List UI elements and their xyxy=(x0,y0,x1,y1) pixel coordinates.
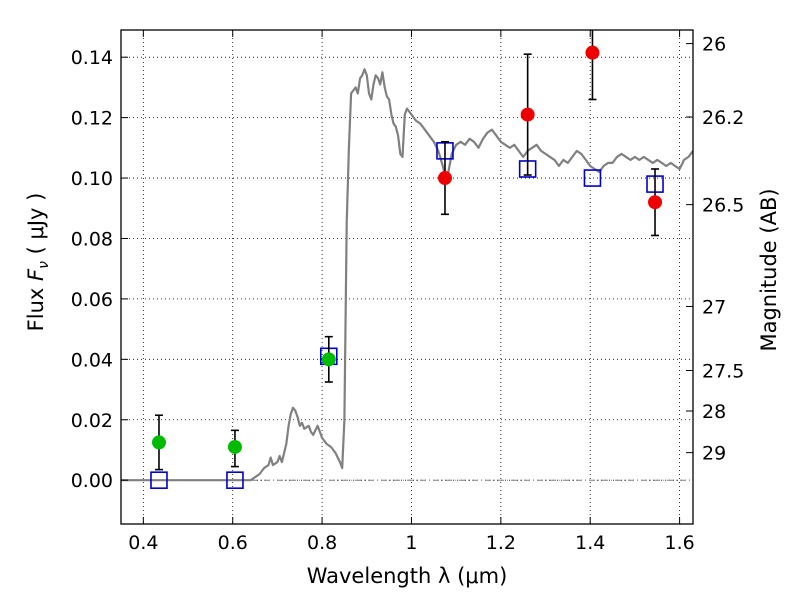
x-tick-label: 1.4 xyxy=(575,532,605,554)
tick-labels: 0.4 0.6 0.8 1 1.2 1.4 1.6 0.00 0.02 0.04 0.06 0.08 0… xyxy=(71,34,745,554)
y-axis-title-symbol: F xyxy=(24,268,48,281)
plot-background xyxy=(121,30,693,524)
y-tick-label: 0.06 xyxy=(71,289,113,311)
y-tick-label: 0.14 xyxy=(71,47,113,69)
y-axis-title-unit: ( μJy ) xyxy=(24,193,48,261)
red-data-point xyxy=(520,107,535,122)
y-axis-title: Flux Fν ( μJy ) xyxy=(24,193,52,332)
y-tick-label: 0.04 xyxy=(71,349,113,371)
red-data-point xyxy=(648,195,663,210)
x-tick-label: 0.8 xyxy=(307,532,337,554)
x-tick-label: 0.6 xyxy=(218,532,248,554)
model-photometry-square xyxy=(150,471,168,489)
y2-tick-label: 26.2 xyxy=(702,107,744,129)
y2-tick-label: 29 xyxy=(702,443,726,465)
y2-tick-label: 28 xyxy=(702,401,726,423)
plot-area xyxy=(121,30,693,489)
green-data-point xyxy=(227,439,242,454)
y-tick-label: 0.12 xyxy=(71,108,113,130)
y2-tick-label: 27 xyxy=(702,296,726,318)
y-tick-label: 0.00 xyxy=(71,470,113,492)
x-tick-label: 1 xyxy=(405,532,417,554)
y2-tick-label: 27.5 xyxy=(702,361,744,383)
y2-tick-label: 26.5 xyxy=(702,195,744,217)
red-data-point xyxy=(585,45,600,60)
x-tick-label: 1.6 xyxy=(664,532,694,554)
y-tick-label: 0.10 xyxy=(71,168,113,190)
y-tick-label: 0.02 xyxy=(71,410,113,432)
green-data-point xyxy=(151,435,166,450)
y-axis-title-subscript: ν xyxy=(36,261,52,269)
y2-tick-label: 26 xyxy=(702,34,726,56)
y-tick-label: 0.08 xyxy=(71,228,113,250)
x-tick-label: 1.2 xyxy=(486,532,516,554)
green-data-point xyxy=(321,352,336,367)
model-photometry-square xyxy=(226,471,244,489)
plot-frame xyxy=(120,29,694,525)
y-axis-title-flux: Flux xyxy=(24,281,48,331)
red-data-point xyxy=(437,171,452,186)
model-spectrum-line xyxy=(121,68,693,482)
x-axis-title: Wavelength λ (μm) xyxy=(307,564,508,588)
x-tick-label: 0.4 xyxy=(128,532,158,554)
y2-axis-title: Magnitude (AB) xyxy=(757,188,781,351)
model-photometry-square xyxy=(583,169,602,187)
axis-ticks xyxy=(121,30,693,524)
